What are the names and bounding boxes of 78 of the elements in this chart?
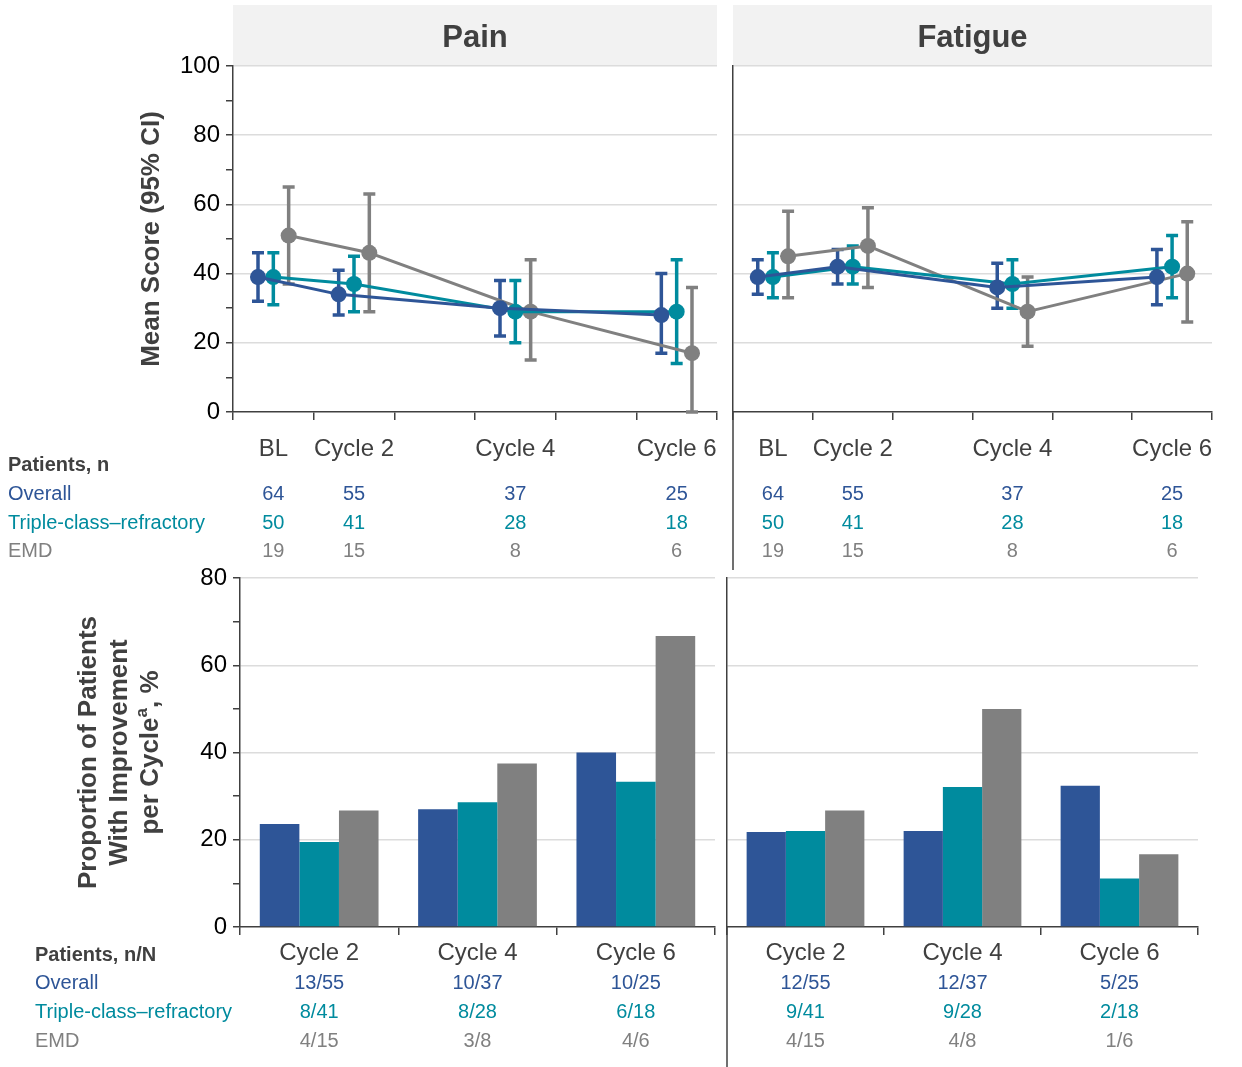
text: 13/55 — [294, 970, 345, 993]
text: Overall — [35, 970, 99, 993]
text: 50 — [262, 510, 285, 533]
text: 25 — [665, 481, 688, 504]
text: 8/41 — [299, 999, 339, 1022]
text: Triple-class–refractory — [8, 510, 206, 533]
y-tick-label: 40 — [200, 737, 227, 765]
x-tick-label: Cycle 4 — [922, 938, 1003, 966]
text: 2/18 — [1100, 999, 1139, 1022]
text: 5/25 — [1100, 970, 1139, 993]
x-tick-label: Cycle 4 — [972, 433, 1053, 461]
text: 4/8 — [948, 1028, 977, 1051]
text: 55 — [342, 481, 366, 504]
text: 18 — [1160, 510, 1184, 533]
x-tick-label: Cycle 4 — [475, 433, 556, 461]
x-tick-label: BL — [758, 433, 788, 461]
text: 28 — [504, 510, 527, 533]
chart-title: Pain — [442, 18, 508, 54]
x-tick-label: Cycle 2 — [279, 938, 360, 966]
text: 1/6 — [1105, 1028, 1134, 1051]
text: 12/37 — [937, 970, 988, 993]
text: 55 — [841, 481, 864, 504]
text: Overall — [8, 481, 72, 504]
x-tick-label: Cycle 6 — [1132, 433, 1213, 461]
x-tick-label: Cycle 2 — [313, 433, 395, 461]
text: Triple-class–refractory — [35, 999, 233, 1022]
chart-title: Fatigue — [917, 18, 1028, 54]
y-tick-label: 80 — [193, 119, 220, 147]
y-tick-label: 0 — [206, 396, 220, 424]
text: 64 — [761, 481, 785, 504]
text: 64 — [262, 481, 285, 504]
text: 37 — [1001, 481, 1024, 504]
text: 41 — [342, 510, 366, 533]
text: 9/28 — [943, 999, 982, 1022]
text: 50 — [761, 510, 785, 533]
x-tick-label: Cycle 6 — [595, 938, 676, 966]
y-tick-label: 60 — [200, 649, 227, 677]
y-tick-label: 20 — [193, 327, 220, 355]
text: 41 — [841, 510, 864, 533]
text: 6/18 — [616, 999, 656, 1022]
y-tick-label: 100 — [179, 50, 220, 78]
text: EMD — [35, 1028, 80, 1051]
text: 12/55 — [780, 970, 831, 993]
y-tick-label: 40 — [193, 258, 220, 286]
y-tick-label: 60 — [193, 189, 220, 217]
legend-title: Patients, n — [8, 452, 110, 475]
text: 9/41 — [786, 999, 825, 1022]
text: 28 — [1001, 510, 1024, 533]
text: 6 — [1166, 538, 1178, 561]
text: 15 — [841, 538, 864, 561]
text: 8 — [509, 538, 521, 561]
text: 4/15 — [299, 1028, 339, 1051]
x-tick-label: Cycle 2 — [765, 938, 846, 966]
text: EMD — [8, 538, 53, 561]
text: 25 — [1160, 481, 1184, 504]
y-tick-label: 20 — [200, 824, 227, 852]
y-tick-label: 80 — [200, 562, 227, 590]
x-tick-label: Cycle 4 — [437, 938, 518, 966]
text: 6 — [671, 538, 683, 561]
text: 10/37 — [452, 970, 503, 993]
x-tick-label: Cycle 6 — [1079, 938, 1160, 966]
text: 37 — [504, 481, 527, 504]
text: 18 — [665, 510, 688, 533]
text: 4/15 — [786, 1028, 825, 1051]
text: 8 — [1006, 538, 1018, 561]
text: 8/28 — [458, 999, 497, 1022]
x-tick-label: BL — [258, 433, 289, 461]
text: 4/6 — [621, 1028, 650, 1051]
text: 19 — [262, 538, 285, 561]
text: 10/25 — [610, 970, 661, 993]
legend-title: Patients, n/N — [35, 942, 157, 965]
text: 15 — [342, 538, 366, 561]
y-axis-title: Mean Score (95% CI) — [135, 111, 166, 367]
y-tick-label: 0 — [213, 911, 227, 939]
x-tick-label: Cycle 2 — [812, 433, 893, 461]
text: 3/8 — [463, 1028, 492, 1051]
x-tick-label: Cycle 6 — [636, 433, 717, 461]
text: 19 — [761, 538, 785, 561]
